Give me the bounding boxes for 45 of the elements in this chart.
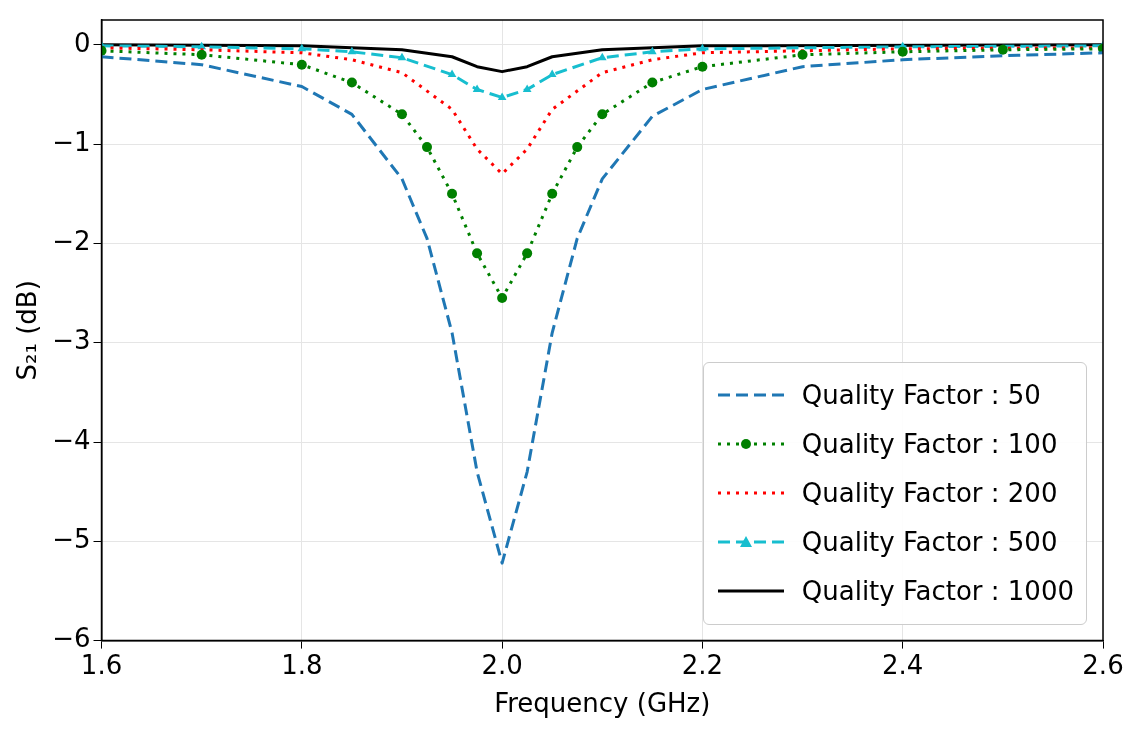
point [797,49,808,60]
point [297,43,307,52]
point [447,188,458,199]
point [346,77,357,88]
point [597,109,608,120]
y-tick-label: −2 [52,226,91,257]
point [697,61,708,72]
point [472,248,483,259]
point [648,46,657,55]
x-tick-label: 2.4 [882,649,924,680]
point [597,52,607,61]
point [897,46,908,57]
legend-label: Quality Factor : 500 [801,527,1058,558]
y-tick-label: −1 [52,126,91,157]
point [196,49,207,60]
point [547,69,557,78]
legend-label: Quality Factor : 100 [801,429,1058,460]
y-axis-title: S₂₁ (dB) [12,280,43,381]
x-tick-label: 2.6 [1082,649,1124,680]
y-tick-label: −4 [52,424,91,455]
y-tick-label: 0 [73,27,91,58]
point [296,59,307,70]
x-axis-title: Frequency (GHz) [494,688,711,719]
legend-label: Quality Factor : 1000 [801,576,1074,607]
point [698,43,707,52]
point [347,46,357,55]
legend-label: Quality Factor : 200 [801,478,1058,509]
point [497,293,508,304]
point [997,44,1008,55]
point [447,69,457,78]
point [522,84,532,93]
point [397,52,407,61]
legend-label: Quality Factor : 50 [801,380,1041,411]
point [497,92,507,100]
point [547,188,558,199]
x-tick-label: 2.0 [481,649,523,680]
y-tick-label: −5 [52,524,91,555]
point [522,248,533,259]
point [647,77,658,88]
x-tick-label: 2.2 [681,649,724,680]
point [396,109,407,120]
x-tick-label: 1.8 [281,649,323,680]
point [572,142,583,153]
point [422,142,433,153]
y-tick-label: −3 [52,325,91,356]
